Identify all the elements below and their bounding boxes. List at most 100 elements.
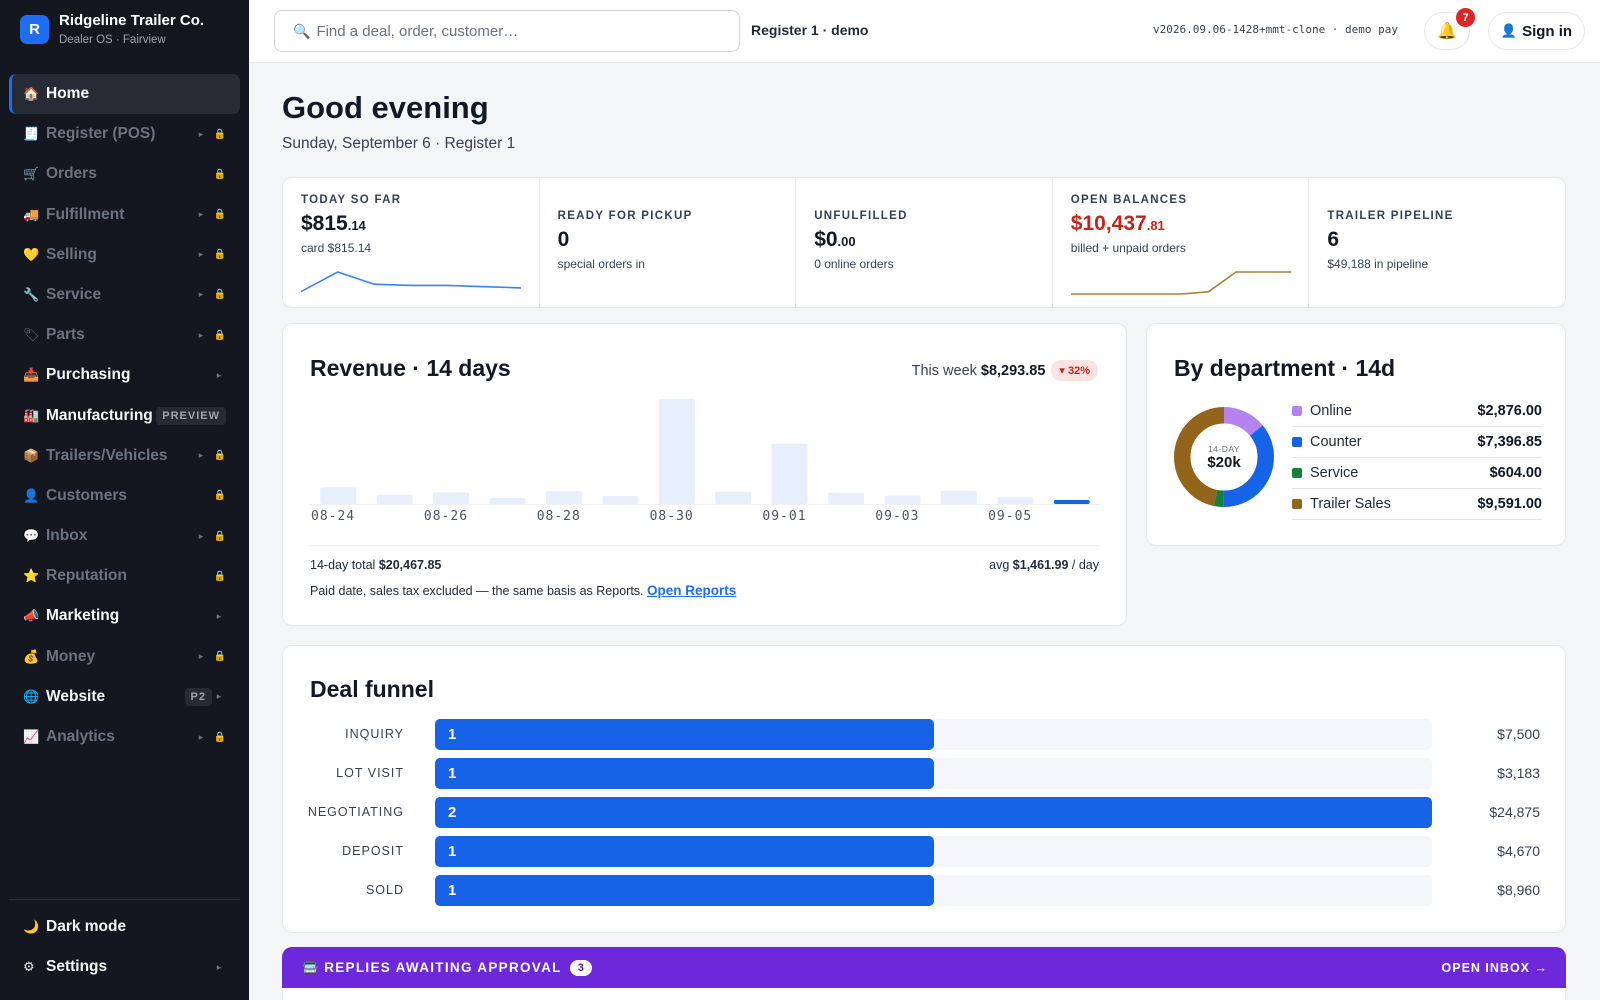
chevron-right-icon[interactable]: ▸ xyxy=(216,691,222,702)
sidebar-item-trailers-vehicles[interactable]: 📦 Trailers/Vehicles ▸ 🔒 xyxy=(9,436,240,476)
sidebar-item-fulfillment[interactable]: 🚚 Fulfillment ▸ 🔒 xyxy=(9,195,240,235)
lock-icon: 🔒 xyxy=(213,450,226,462)
lock-icon: 🔒 xyxy=(213,570,226,582)
search-icon: 🔍 xyxy=(293,22,311,39)
kpi-trailer-pipeline[interactable]: TRAILER PIPELINE 6 $49,188 in pipeline xyxy=(1309,178,1565,307)
box-icon: 📦 xyxy=(23,447,40,463)
revenue-bar[interactable] xyxy=(715,491,752,504)
department-row[interactable]: Service $604.00 xyxy=(1292,458,1542,489)
total-value: $20,467.85 xyxy=(378,558,442,572)
sidebar-item-dark-mode[interactable]: 🌙 Dark mode xyxy=(9,907,240,947)
funnel-row-negotiating[interactable]: NEGOTIATING 2 $24,875 xyxy=(283,797,1567,828)
open-inbox-link[interactable]: OPEN INBOX → xyxy=(1441,960,1548,975)
department-row[interactable]: Trailer Sales $9,591.00 xyxy=(1292,489,1542,520)
chevron-right-icon[interactable]: ▸ xyxy=(216,610,222,621)
revenue-bar[interactable] xyxy=(1053,500,1090,504)
bus-icon: 🚍 xyxy=(302,959,319,975)
total-label: 14-day total xyxy=(310,558,376,572)
revenue-bar[interactable] xyxy=(828,492,865,504)
avg-suffix: / day xyxy=(1071,558,1099,572)
chevron-right-icon[interactable]: ▸ xyxy=(198,450,204,461)
revenue-bar[interactable] xyxy=(771,443,808,504)
sidebar-item-orders[interactable]: 🛒 Orders 🔒 xyxy=(9,154,240,194)
donut-slice-counter[interactable] xyxy=(1174,407,1274,507)
funnel-bar[interactable]: 2 xyxy=(435,797,1432,828)
sidebar-item-label: Reputation xyxy=(46,567,127,585)
chevron-right-icon[interactable]: ▸ xyxy=(216,369,222,380)
kpi-value: $815.14 xyxy=(301,212,521,236)
chevron-right-icon[interactable]: ▸ xyxy=(198,731,204,742)
chevron-right-icon[interactable]: ▸ xyxy=(198,209,204,220)
sidebar-item-settings[interactable]: ⚙ Settings ▸ xyxy=(9,947,240,987)
sidebar-item-marketing[interactable]: 📣 Marketing ▸ xyxy=(9,596,240,636)
revenue-bar[interactable] xyxy=(602,495,639,504)
funnel-bar[interactable]: 1 xyxy=(435,719,934,750)
revenue-bar[interactable] xyxy=(545,491,582,504)
department-name: Online xyxy=(1310,403,1352,419)
kpi-value-main: 0 xyxy=(557,228,570,251)
revenue-total: 14-day total $20,467.85 xyxy=(310,558,441,572)
notifications-button[interactable]: 🔔 xyxy=(1424,12,1470,50)
funnel-bar[interactable]: 1 xyxy=(435,836,934,867)
chevron-right-icon[interactable]: ▸ xyxy=(198,329,204,340)
sidebar-item-inbox[interactable]: 💬 Inbox ▸ 🔒 xyxy=(9,516,240,556)
this-week-summary: This week $8,293.85 ▾ 32% xyxy=(912,360,1098,381)
kpi-today-so-far[interactable]: TODAY SO FAR $815.14 card $815.14 xyxy=(283,178,540,307)
open-reports-link[interactable]: Open Reports xyxy=(647,583,737,598)
lock-icon: 🔒 xyxy=(213,209,226,221)
donut-slice-trailer-sales[interactable] xyxy=(1174,407,1274,507)
chevron-right-icon[interactable]: ▸ xyxy=(198,651,204,662)
deal-funnel-card: Deal funnel INQUIRY 1 $7,500 LOT VISIT 1 $3,1… xyxy=(282,645,1566,933)
brand[interactable]: R Ridgeline Trailer Co. Dealer OS · Fair… xyxy=(20,12,204,46)
kpi-value-cents: .81 xyxy=(1146,218,1165,233)
revenue-divider xyxy=(310,545,1100,546)
revenue-bar[interactable] xyxy=(433,492,470,504)
kpi-sparkline xyxy=(1070,271,1291,295)
sidebar-item-reputation[interactable]: ⭐ Reputation 🔒 xyxy=(9,556,240,596)
tag-icon: 🏷 xyxy=(23,327,40,343)
megaphone-icon: 📣 xyxy=(23,608,40,624)
funnel-row-lot-visit[interactable]: LOT VISIT 1 $3,183 xyxy=(283,758,1567,789)
revenue-bar[interactable] xyxy=(884,495,921,504)
revenue-bar[interactable] xyxy=(376,494,413,504)
revenue-bar[interactable] xyxy=(489,497,526,504)
search-box[interactable]: 🔍 xyxy=(274,10,740,52)
kpi-unfulfilled[interactable]: UNFULFILLED $0.00 0 online orders xyxy=(796,178,1053,307)
funnel-row-sold[interactable]: SOLD 1 $8,960 xyxy=(283,875,1567,906)
sidebar-item-register-pos[interactable]: 🧾 Register (POS) ▸ 🔒 xyxy=(9,114,240,154)
department-title: By department · 14d xyxy=(1174,355,1396,381)
kpi-open-balances[interactable]: OPEN BALANCES $10,437.81 billed + unpaid o… xyxy=(1053,178,1310,307)
sidebar-item-home[interactable]: 🏠 Home xyxy=(9,74,240,114)
sidebar-item-money[interactable]: 💰 Money ▸ 🔒 xyxy=(9,637,240,677)
revenue-bar[interactable] xyxy=(940,490,977,504)
department-row[interactable]: Counter $7,396.85 xyxy=(1292,427,1542,458)
kpi-ready-for-pickup[interactable]: READY FOR PICKUP 0 special orders in xyxy=(540,178,797,307)
funnel-count: 2 xyxy=(448,804,457,821)
department-value: $7,396.85 xyxy=(1477,434,1542,450)
sidebar-item-purchasing[interactable]: 📥 Purchasing ▸ xyxy=(9,355,240,395)
funnel-bar[interactable]: 1 xyxy=(435,875,934,906)
sidebar-item-selling[interactable]: 💛 Selling ▸ 🔒 xyxy=(9,235,240,275)
funnel-stage-label: SOLD xyxy=(365,883,404,897)
search-input[interactable] xyxy=(316,22,737,40)
funnel-row-deposit[interactable]: DEPOSIT 1 $4,670 xyxy=(283,836,1567,867)
revenue-bar[interactable] xyxy=(997,497,1034,504)
sign-in-button[interactable]: 👤 Sign in xyxy=(1488,12,1585,50)
sidebar-item-manufacturing[interactable]: 🏭 Manufacturing PREVIEW xyxy=(9,396,240,436)
chevron-right-icon[interactable]: ▸ xyxy=(198,289,204,300)
revenue-bar[interactable] xyxy=(320,487,357,504)
chevron-right-icon[interactable]: ▸ xyxy=(216,961,222,972)
sidebar-item-customers[interactable]: 👤 Customers 🔒 xyxy=(9,476,240,516)
sidebar-item-website[interactable]: 🌐 Website P2 ▸ xyxy=(9,677,240,717)
sign-in-label: Sign in xyxy=(1522,22,1573,40)
department-row[interactable]: Online $2,876.00 xyxy=(1292,396,1542,427)
sidebar-item-analytics[interactable]: 📈 Analytics ▸ 🔒 xyxy=(9,717,240,757)
funnel-bar[interactable]: 1 xyxy=(435,758,934,789)
sidebar-item-parts[interactable]: 🏷 Parts ▸ 🔒 xyxy=(9,315,240,355)
chevron-right-icon[interactable]: ▸ xyxy=(198,249,204,260)
chevron-right-icon[interactable]: ▸ xyxy=(198,128,204,139)
revenue-bar[interactable] xyxy=(658,399,695,504)
funnel-row-inquiry[interactable]: INQUIRY 1 $7,500 xyxy=(283,719,1567,750)
chevron-right-icon[interactable]: ▸ xyxy=(198,530,204,541)
sidebar-item-service[interactable]: 🔧 Service ▸ 🔒 xyxy=(9,275,240,315)
